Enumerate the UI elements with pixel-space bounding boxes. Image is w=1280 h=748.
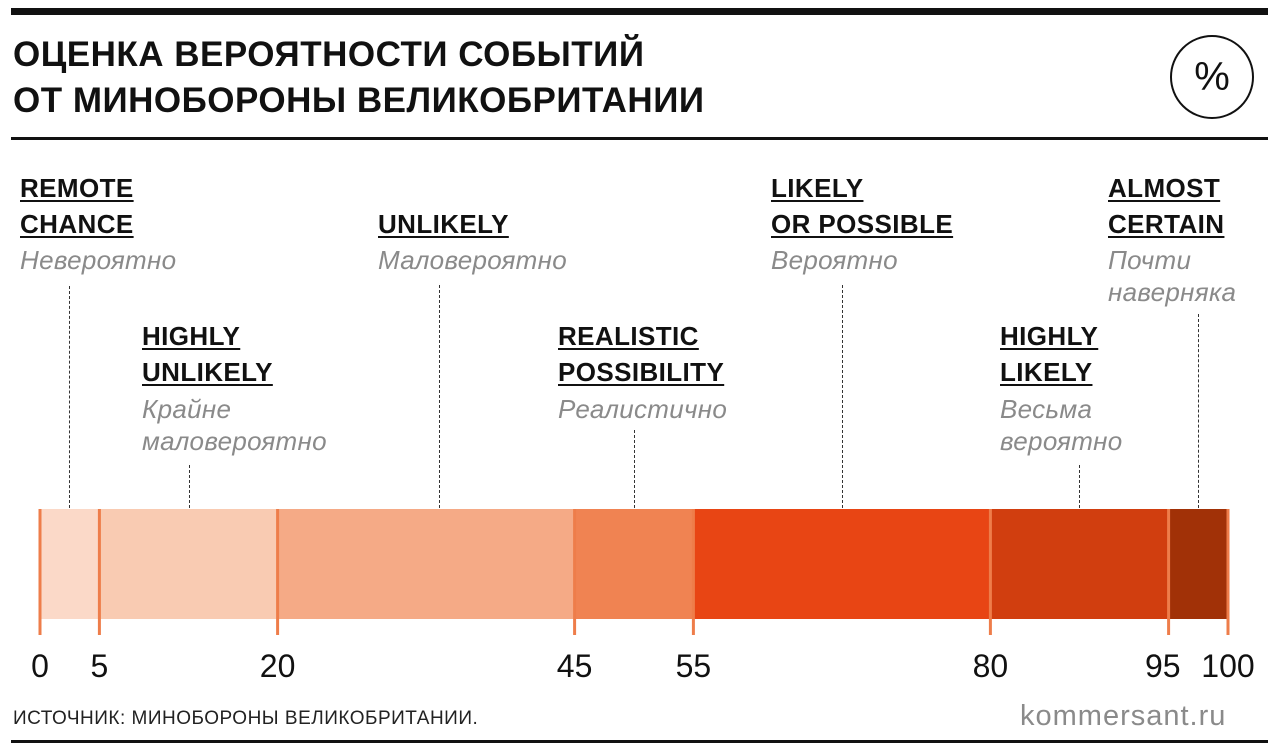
- tick-label-100: 100: [1201, 648, 1254, 684]
- label-en-likely-2: OR POSSIBLE: [771, 209, 954, 239]
- label-en-highly-unlikely-1: HIGHLY: [142, 321, 241, 351]
- label-en-almost-certain-2: CERTAIN: [1108, 209, 1225, 239]
- label-ru-almost-certain-1: Почти: [1108, 245, 1192, 275]
- label-en-highly-likely-1: HIGHLY: [1000, 321, 1099, 351]
- bar-segment-5: [990, 509, 1169, 619]
- leader-almost-certain: [1198, 314, 1199, 508]
- bottom-rule: [11, 740, 1268, 743]
- label-ru-highly-unlikely-2: маловероятно: [142, 426, 327, 456]
- label-en-highly-unlikely-2: UNLIKELY: [142, 357, 273, 387]
- label-en-likely-1: LIKELY: [771, 173, 864, 203]
- tick-label-55: 55: [676, 648, 712, 684]
- label-ru-almost-certain-2: наверняка: [1108, 277, 1237, 307]
- bar-segment-2: [277, 509, 575, 619]
- title-line-2: ОТ МИНОБОРОНЫ ВЕЛИКОБРИТАНИИ: [13, 81, 705, 120]
- label-en-unlikely: UNLIKELY: [378, 209, 509, 239]
- label-ru-realistic-possibility: Реалистично: [558, 394, 728, 424]
- bar-segment-3: [574, 509, 694, 619]
- label-ru-unlikely: Маловероятно: [378, 245, 567, 275]
- label-en-almost-certain-1: ALMOST: [1108, 173, 1221, 203]
- percent-badge-text: %: [1194, 55, 1230, 99]
- label-en-realistic-possibility-1: REALISTIC: [558, 321, 699, 351]
- leader-realistic-possibility: [634, 430, 635, 508]
- percent-badge-icon: %: [1170, 35, 1254, 119]
- label-ru-likely: Вероятно: [771, 245, 898, 275]
- tick-label-95: 95: [1145, 648, 1181, 684]
- leader-highly-unlikely: [189, 465, 190, 508]
- label-en-highly-likely-2: LIKELY: [1000, 357, 1093, 387]
- bar-segment-0: [40, 509, 100, 619]
- brand-logo: kommersant.ru: [1020, 700, 1227, 732]
- header-rule: [11, 137, 1268, 140]
- label-ru-highly-likely-1: Весьма: [1000, 394, 1093, 424]
- source-note: ИСТОЧНИК: МИНОБОРОНЫ ВЕЛИКОБРИТАНИИ.: [13, 708, 479, 729]
- leader-remote-chance: [69, 286, 70, 508]
- label-ru-highly-likely-2: вероятно: [1000, 426, 1123, 456]
- label-en-realistic-possibility-2: POSSIBILITY: [558, 357, 725, 387]
- leader-highly-likely: [1079, 465, 1080, 508]
- bar-segment-6: [1168, 509, 1228, 619]
- label-en-remote-chance-2: CHANCE: [20, 209, 134, 239]
- leader-likely: [842, 285, 843, 508]
- bar-segment-4: [693, 509, 991, 619]
- tick-label-0: 0: [31, 648, 49, 684]
- title-line-1: ОЦЕНКА ВЕРОЯТНОСТИ СОБЫТИЙ: [13, 35, 645, 74]
- leader-unlikely: [439, 285, 440, 508]
- tick-label-20: 20: [260, 648, 296, 684]
- tick-label-80: 80: [973, 648, 1009, 684]
- tick-label-45: 45: [557, 648, 593, 684]
- top-rule: [11, 8, 1268, 15]
- label-en-remote-chance-1: REMOTE: [20, 173, 134, 203]
- label-ru-remote-chance: Невероятно: [20, 245, 177, 275]
- bar-segment-1: [99, 509, 278, 619]
- label-ru-highly-unlikely-1: Крайне: [142, 394, 232, 424]
- tick-label-5: 5: [91, 648, 109, 684]
